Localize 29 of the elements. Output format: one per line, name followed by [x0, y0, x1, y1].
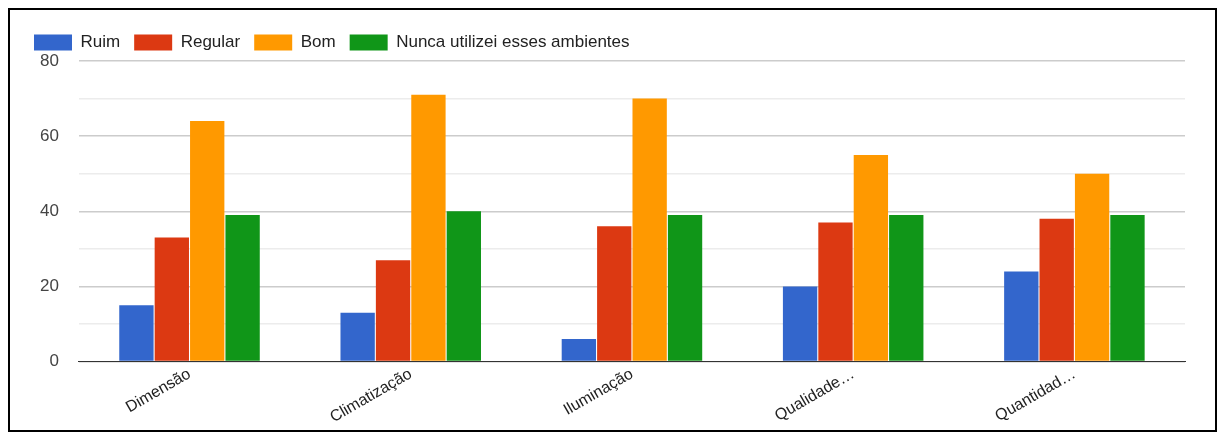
legend-label: Regular: [180, 32, 241, 52]
bar: [853, 154, 889, 361]
bar: [889, 215, 924, 361]
legend-label: Bom: [300, 32, 336, 52]
y-tick-label: 60: [39, 125, 59, 145]
bar: [190, 121, 225, 361]
y-tick-label: 20: [39, 276, 59, 296]
bar: [1110, 215, 1145, 361]
bar: [1039, 218, 1074, 361]
bar: [597, 226, 632, 361]
bar: [225, 215, 260, 361]
bar: [818, 222, 853, 361]
bar: [154, 237, 189, 361]
bar: [340, 312, 375, 361]
bar: [782, 286, 818, 361]
bar: [119, 305, 154, 361]
y-tick-label: 40: [39, 200, 59, 220]
bar: [667, 215, 703, 361]
bar: [1074, 173, 1110, 361]
legend-label: Nunca utilizei esses ambientes: [396, 32, 630, 52]
bar: [632, 98, 667, 361]
bar: [561, 339, 597, 361]
y-tick-label: 80: [39, 50, 59, 70]
bar: [411, 94, 446, 361]
y-tick-label: 0: [49, 351, 59, 371]
legend-label: Ruim: [80, 32, 121, 52]
bar: [1004, 271, 1039, 361]
bar: [446, 211, 481, 361]
bar: [375, 260, 411, 361]
